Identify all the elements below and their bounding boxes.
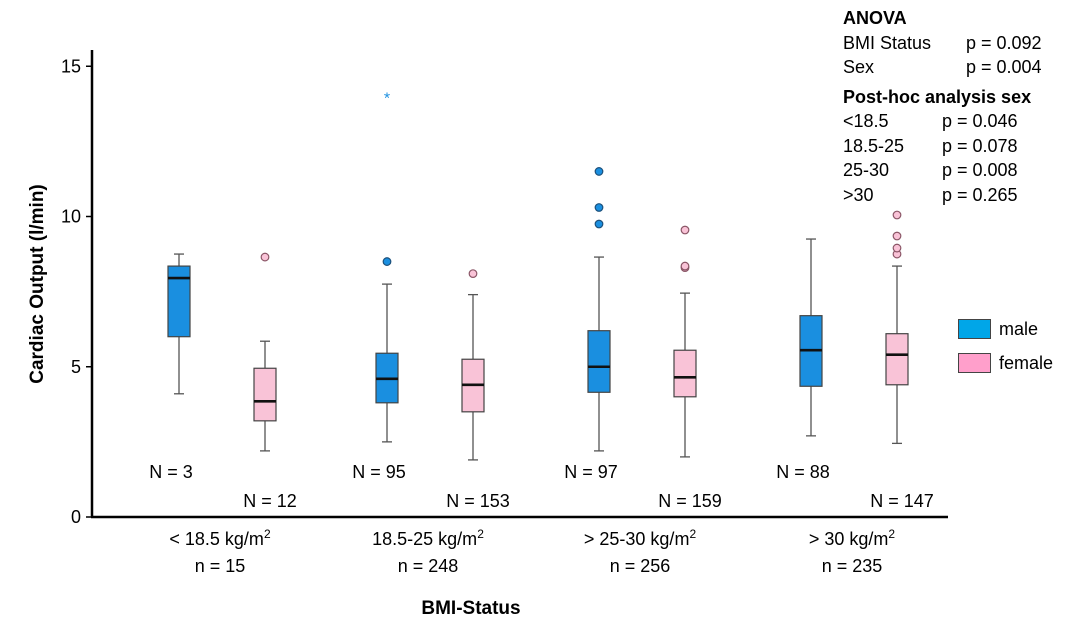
posthoc-row-pvalue: p = 0.008 [942, 160, 1018, 180]
anova-row-sex: Sex p = 0.004 [843, 55, 1042, 80]
outlier-point [892, 210, 902, 220]
outlier-point [892, 231, 902, 241]
count-label: N = 88 [776, 462, 830, 482]
outlier-point [680, 225, 690, 235]
x-category-label: 18.5-25 kg/m2 [372, 527, 484, 549]
statistics-annotation: ANOVA BMI Status p = 0.092 Sex p = 0.004… [843, 6, 1042, 207]
legend-label-male: male [999, 318, 1039, 339]
y-tick-label: 5 [71, 357, 81, 377]
box-male-4: N = 88 [776, 238, 830, 482]
posthoc-title: Post-hoc analysis sex [843, 86, 1032, 107]
box-male-2: * N = 95 [352, 90, 406, 482]
outlier-point [594, 219, 604, 229]
posthoc-row-pvalue: p = 0.046 [942, 111, 1018, 131]
posthoc-row: 18.5-25 p = 0.078 [843, 134, 1042, 159]
box-female-4: N = 147 [870, 210, 934, 511]
count-label: N = 147 [870, 491, 934, 511]
posthoc-row: >30 p = 0.265 [843, 183, 1042, 208]
extreme-outlier-marker: * [384, 90, 390, 107]
outlier-point [680, 261, 690, 271]
x-category-count: n = 235 [822, 556, 883, 576]
box-iqr [167, 265, 191, 338]
outlier-point [892, 243, 902, 253]
x-category-count: n = 248 [398, 556, 459, 576]
outlier-point [594, 167, 604, 176]
box-iqr [253, 367, 277, 422]
legend-swatch-male [958, 319, 991, 339]
x-category-count: n = 15 [195, 556, 246, 576]
count-label: N = 159 [658, 491, 722, 511]
count-label: N = 3 [149, 462, 193, 482]
box-iqr [673, 349, 697, 398]
outlier-point [260, 252, 270, 262]
box-male-3: N = 97 [564, 167, 618, 482]
box-male-1: N = 3 [149, 253, 193, 482]
y-axis-label: Cardiac Output (l/min) [27, 184, 48, 384]
posthoc-row-label: 18.5-25 [843, 135, 905, 156]
box-iqr [885, 333, 909, 386]
anova-title: ANOVA [843, 8, 907, 28]
legend-label-female: female [999, 352, 1054, 373]
posthoc-row: 25-30 p = 0.008 [843, 158, 1042, 183]
legend-item-female: female [958, 352, 1053, 374]
box-female-3: N = 159 [658, 225, 722, 511]
posthoc-row-label: >30 [843, 184, 874, 205]
box-iqr [587, 330, 611, 393]
outlier-point [468, 269, 478, 278]
posthoc-row-pvalue: p = 0.078 [942, 135, 1018, 156]
count-label: N = 153 [446, 491, 510, 511]
anova-row-pvalue: p = 0.092 [966, 32, 1042, 53]
x-category-label: < 18.5 kg/m2 [169, 527, 271, 549]
box-female-2: N = 153 [446, 269, 510, 511]
outlier-point [382, 257, 392, 266]
box-female-1: N = 12 [243, 252, 297, 511]
anova-row-bmi: BMI Status p = 0.092 [843, 31, 1042, 56]
posthoc-row-label: <18.5 [843, 111, 889, 131]
x-category-count: n = 256 [610, 556, 671, 576]
y-tick-label: 10 [61, 207, 81, 227]
count-label: N = 97 [564, 462, 618, 482]
posthoc-row-label: 25-30 [843, 160, 890, 180]
count-label: N = 12 [243, 491, 297, 511]
x-category-label: > 25-30 kg/m2 [584, 527, 697, 549]
legend-swatch-female [958, 353, 991, 373]
y-tick-label: 15 [61, 56, 81, 76]
y-tick-label: 0 [71, 507, 81, 527]
legend-item-male: male [958, 318, 1053, 340]
x-category-label: > 30 kg/m2 [809, 527, 896, 549]
x-axis-label: BMI-Status [421, 598, 520, 619]
outlier-point [594, 203, 604, 212]
count-label: N = 95 [352, 462, 406, 482]
anova-row-label: Sex [843, 57, 875, 77]
anova-row-pvalue: p = 0.004 [966, 57, 1042, 77]
anova-row-label: BMI Status [843, 32, 932, 53]
posthoc-row-pvalue: p = 0.265 [942, 184, 1018, 205]
legend: male female [958, 318, 1053, 386]
posthoc-row: <18.5 p = 0.046 [843, 109, 1042, 134]
